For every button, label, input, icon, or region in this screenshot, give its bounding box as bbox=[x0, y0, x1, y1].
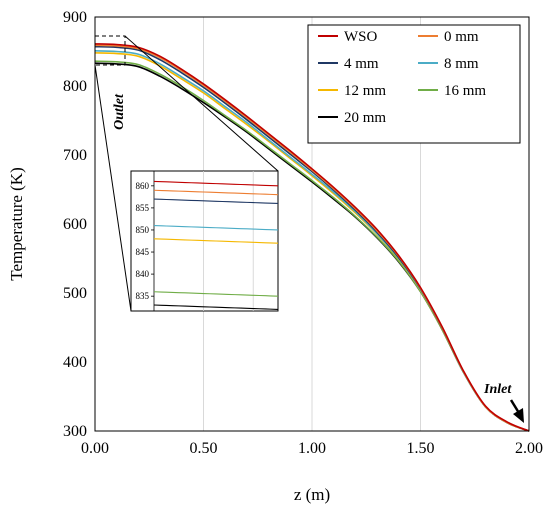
x-tick-label: 0.00 bbox=[81, 440, 109, 457]
y-tick-label: 700 bbox=[63, 147, 87, 164]
legend-item: 0 mm bbox=[418, 29, 479, 45]
inset-series-line bbox=[153, 225, 279, 231]
legend-item: 16 mm bbox=[418, 83, 486, 99]
inset-y-tick-label: 850 bbox=[136, 225, 150, 235]
x-tick-labels: 0.00 0.50 1.00 1.50 2.00 bbox=[81, 440, 543, 457]
y-tick-label: 500 bbox=[63, 285, 87, 302]
legend-item: 4 mm bbox=[318, 56, 379, 72]
y-tick-label: 600 bbox=[63, 216, 87, 233]
series-lines bbox=[94, 43, 530, 432]
legend-item: 20 mm bbox=[318, 110, 386, 126]
y-tick-label: 900 bbox=[63, 9, 87, 26]
legend-item: WSO bbox=[318, 29, 378, 45]
inset-series-line bbox=[153, 180, 279, 187]
zoom-connector-left bbox=[94, 64, 132, 312]
x-tick-label: 1.00 bbox=[298, 440, 326, 457]
legend-item: 12 mm bbox=[318, 83, 386, 99]
legend-label: WSO bbox=[344, 29, 378, 45]
y-tick-label: 800 bbox=[63, 78, 87, 95]
y-axis-title: Temperature (K) bbox=[7, 167, 26, 281]
series-line bbox=[94, 43, 530, 432]
x-tick-label: 2.00 bbox=[515, 440, 543, 457]
zoom-indicator bbox=[94, 35, 279, 312]
legend-label: 12 mm bbox=[344, 83, 386, 99]
legend-label: 4 mm bbox=[344, 56, 379, 72]
inlet-arrow-head bbox=[513, 408, 524, 423]
legend-box bbox=[307, 24, 521, 144]
legend: WSO 0 mm 4 mm 8 mm 12 mm 16 mm 20 mm bbox=[307, 24, 521, 144]
inset-series-line bbox=[153, 291, 279, 297]
inset-y-tick-label: 840 bbox=[136, 269, 150, 279]
y-tick-labels: 300 400 500 600 700 800 900 bbox=[63, 9, 87, 440]
x-axis-title: z (m) bbox=[294, 485, 330, 504]
zoom-connector-right bbox=[124, 35, 279, 172]
inlet-arrow bbox=[509, 399, 524, 423]
inlet-arrow-shaft bbox=[509, 399, 521, 414]
legend-label: 0 mm bbox=[444, 29, 479, 45]
inset-series-line bbox=[153, 198, 279, 205]
y-tick-label: 300 bbox=[63, 423, 87, 440]
x-tick-label: 1.50 bbox=[407, 440, 435, 457]
inset-y-tick-label: 860 bbox=[136, 181, 150, 191]
inlet-annotation: Inlet bbox=[483, 382, 512, 397]
inset-series-line bbox=[153, 304, 279, 310]
inset-series-line bbox=[153, 238, 279, 244]
x-tick-label: 0.50 bbox=[190, 440, 218, 457]
inset-y-tick-label: 855 bbox=[136, 203, 150, 213]
legend-label: 20 mm bbox=[344, 110, 386, 126]
y-tick-label: 400 bbox=[63, 354, 87, 371]
zoom-box bbox=[94, 35, 126, 66]
inset-y-tick-label: 845 bbox=[136, 247, 150, 257]
plot-frame bbox=[94, 16, 530, 432]
inset-series-line bbox=[153, 189, 279, 196]
legend-items: WSO 0 mm 4 mm 8 mm 12 mm 16 mm 20 mm bbox=[318, 29, 486, 126]
inset-series-lines bbox=[153, 180, 279, 310]
legend-label: 8 mm bbox=[444, 56, 479, 72]
outlet-annotation: Outlet bbox=[112, 93, 127, 130]
inset-chart: 835 840 845 850 855 860 bbox=[130, 170, 279, 312]
legend-label: 16 mm bbox=[444, 83, 486, 99]
inset-tick-labels: 835 840 845 850 855 860 bbox=[136, 181, 154, 301]
legend-item: 8 mm bbox=[418, 56, 479, 72]
inset-y-tick-label: 835 bbox=[136, 291, 150, 301]
